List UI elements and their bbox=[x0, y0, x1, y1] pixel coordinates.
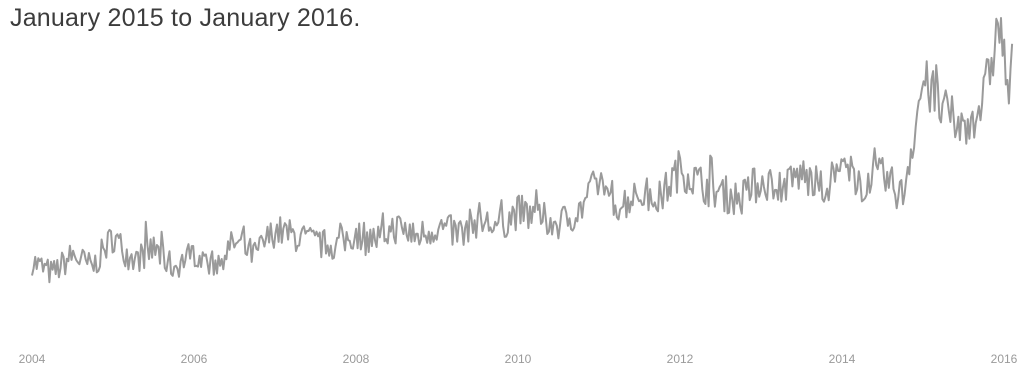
x-tick-label: 2016 bbox=[991, 352, 1018, 366]
x-tick-label: 2004 bbox=[19, 352, 46, 366]
x-tick-label: 2014 bbox=[829, 352, 856, 366]
x-tick-label: 2010 bbox=[505, 352, 532, 366]
x-axis: 2004 2006 2008 2010 2012 2014 2016 bbox=[19, 352, 1018, 366]
x-tick-label: 2012 bbox=[667, 352, 694, 366]
series-line bbox=[31, 17, 1014, 284]
x-tick-label: 2006 bbox=[181, 352, 208, 366]
x-tick-label: 2008 bbox=[343, 352, 370, 366]
plot-area bbox=[31, 17, 1014, 284]
chart-caption: January 2015 to January 2016. bbox=[10, 4, 361, 32]
